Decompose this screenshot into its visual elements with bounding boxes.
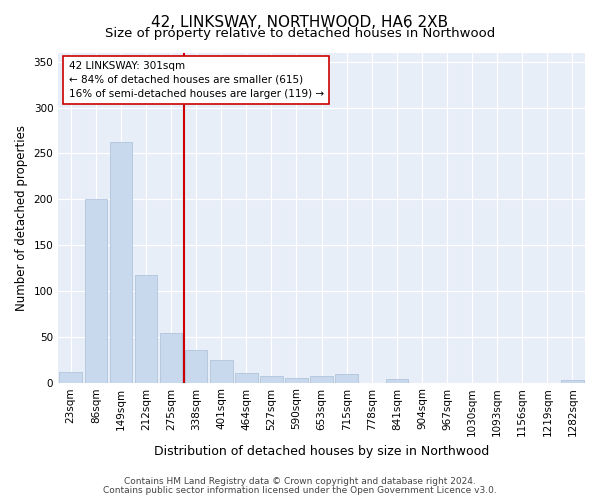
Bar <box>185 350 208 382</box>
Bar <box>310 376 333 382</box>
X-axis label: Distribution of detached houses by size in Northwood: Distribution of detached houses by size … <box>154 444 489 458</box>
Bar <box>285 378 308 382</box>
Bar <box>210 360 233 382</box>
Bar <box>386 379 408 382</box>
Text: Contains public sector information licensed under the Open Government Licence v3: Contains public sector information licen… <box>103 486 497 495</box>
Bar <box>85 199 107 382</box>
Text: Size of property relative to detached houses in Northwood: Size of property relative to detached ho… <box>105 28 495 40</box>
Text: Contains HM Land Registry data © Crown copyright and database right 2024.: Contains HM Land Registry data © Crown c… <box>124 477 476 486</box>
Bar <box>59 372 82 382</box>
Text: 42 LINKSWAY: 301sqm
← 84% of detached houses are smaller (615)
16% of semi-detac: 42 LINKSWAY: 301sqm ← 84% of detached ho… <box>69 61 324 99</box>
Bar <box>160 333 182 382</box>
Bar <box>561 380 584 382</box>
Bar <box>134 276 157 382</box>
Bar <box>260 376 283 382</box>
Y-axis label: Number of detached properties: Number of detached properties <box>15 124 28 310</box>
Text: 42, LINKSWAY, NORTHWOOD, HA6 2XB: 42, LINKSWAY, NORTHWOOD, HA6 2XB <box>151 15 449 30</box>
Bar <box>110 142 132 382</box>
Bar <box>235 374 257 382</box>
Bar <box>335 374 358 382</box>
